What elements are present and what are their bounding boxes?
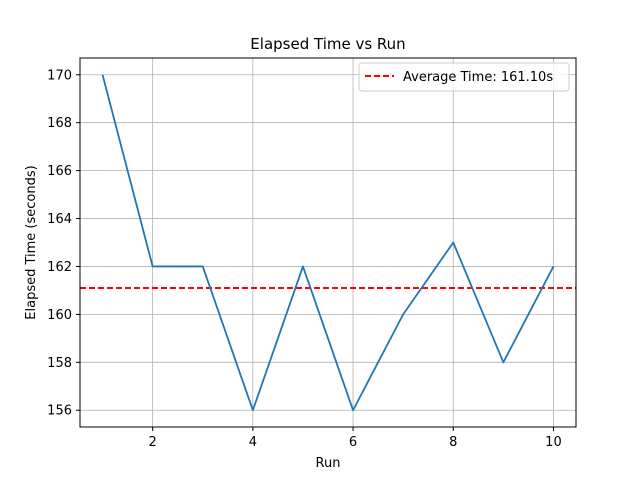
- x-tick-label: 2: [149, 435, 157, 450]
- y-tick-label: 162: [47, 260, 72, 275]
- x-axis-label: Run: [316, 456, 341, 471]
- y-tick-label: 164: [47, 212, 72, 227]
- y-axis-ticks: 156 158 160 162 164 166 168 170: [47, 68, 80, 419]
- y-tick-label: 170: [47, 68, 72, 83]
- x-tick-label: 6: [349, 435, 357, 450]
- x-tick-label: 10: [545, 435, 562, 450]
- legend: Average Time: 161.10s: [358, 62, 570, 92]
- series-layer: [101, 74, 555, 412]
- legend-box: [358, 62, 570, 92]
- chart-title: Elapsed Time vs Run: [250, 35, 405, 53]
- grid: [80, 58, 576, 427]
- y-tick-label: 160: [47, 308, 72, 323]
- x-tick-label: 4: [249, 435, 257, 450]
- x-axis-ticks: 2 4 6 8 10: [149, 427, 562, 450]
- series-line-elapsed-time: [101, 74, 555, 412]
- y-axis-label: Elapsed Time (seconds): [24, 165, 39, 319]
- y-tick-label: 166: [47, 164, 72, 179]
- y-tick-label: 168: [47, 116, 72, 131]
- legend-label-average: Average Time: 161.10s: [403, 70, 553, 85]
- y-tick-label: 158: [47, 356, 72, 371]
- x-tick-label: 8: [449, 435, 457, 450]
- y-tick-label: 156: [47, 404, 72, 419]
- plot-frame: [79, 57, 577, 428]
